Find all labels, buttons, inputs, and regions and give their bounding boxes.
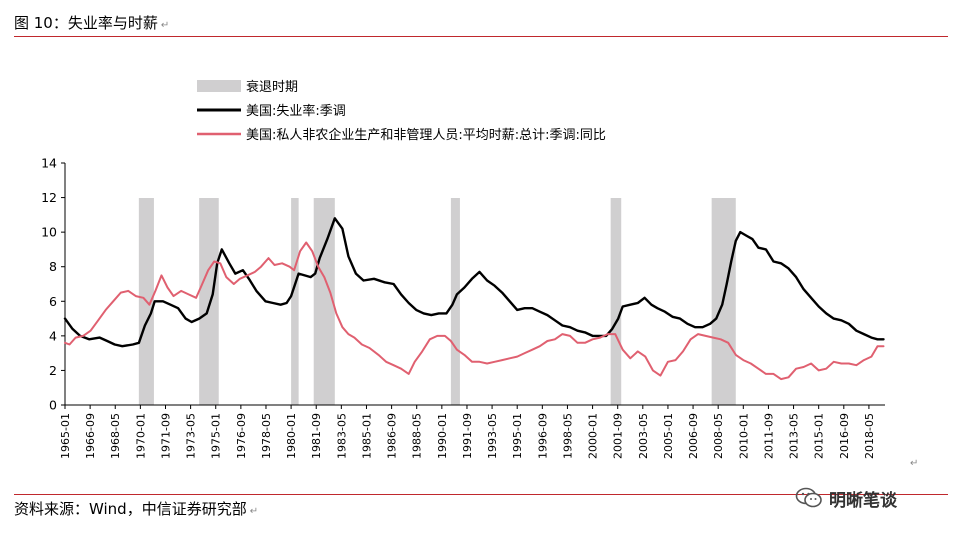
x-tick-label: 1981-09 [310, 413, 323, 459]
x-tick-label: 2013-05 [788, 413, 801, 459]
recession-band [199, 198, 219, 405]
line-chart: 0 2 4 6 8 10 12 14 1965-01 1966-09 1968-05 1970-01 1… [41, 79, 885, 459]
x-tick-label: 1973-05 [185, 413, 198, 459]
return-mark-icon: ↵ [160, 20, 170, 31]
x-tick-label: 2008-05 [712, 413, 725, 459]
figure-title: 图 10：失业率与时薪 ↵ [14, 14, 169, 35]
recession-band [450, 198, 460, 405]
x-tick-label: 1971-09 [159, 413, 172, 459]
x-tick-label: 2000-01 [587, 413, 600, 459]
recession-band [313, 198, 335, 405]
x-tick-label: 2018-05 [863, 413, 876, 459]
legend-label-recession: 衰退时期 [246, 79, 298, 95]
chart-legend: 衰退时期美国:失业率:季调美国:私人非农企业生产和非管理人员:平均时薪:总计:季… [197, 79, 606, 143]
x-tick-label: 1996-09 [536, 413, 549, 459]
x-tick-label: 1993-05 [486, 413, 499, 459]
x-tick-label: 2011-09 [762, 413, 775, 459]
x-tick-label: 1985-01 [360, 413, 373, 459]
y-tick-label: 6 [49, 294, 57, 309]
x-tick-label: 2001-09 [612, 413, 625, 459]
x-tick-label: 2003-05 [637, 413, 650, 459]
x-tick-label: 1968-05 [109, 413, 122, 459]
x-tick-label: 1980-01 [285, 413, 298, 459]
legend-label-unemployment: 美国:失业率:季调 [246, 103, 346, 119]
y-tick-label: 8 [49, 259, 57, 274]
x-tick-label: 1976-09 [235, 413, 248, 459]
bottom-divider [14, 494, 948, 495]
y-tick-label: 12 [41, 190, 57, 205]
figure-title-text: 图 10：失业率与时薪 [14, 14, 158, 32]
brand-watermark: 明晰笔谈 [795, 486, 897, 511]
y-tick-label: 2 [49, 363, 57, 378]
x-tick-label: 1966-09 [84, 413, 97, 459]
source-note: 资料来源：Wind，中信证券研究部 ↵ [14, 500, 258, 521]
recession-band [610, 198, 622, 405]
y-tick-label: 14 [41, 156, 57, 171]
y-tick-label: 0 [49, 398, 57, 413]
x-tick-label: 1970-01 [134, 413, 147, 459]
x-tick-label: 2010-01 [737, 413, 750, 459]
brand-name: 明晰笔谈 [829, 490, 897, 511]
y-tick-label: 10 [41, 225, 57, 240]
x-tick-label: 1990-01 [436, 413, 449, 459]
legend-swatch-recession [197, 80, 241, 92]
unemployment-line [63, 217, 885, 348]
x-tick-label: 1991-09 [461, 413, 474, 459]
x-tick-label: 1983-05 [335, 413, 348, 459]
recession-bands [138, 198, 736, 405]
chart-axes: 0 2 4 6 8 10 12 14 1965-01 1966-09 1968-05 1970-01 1… [41, 156, 885, 459]
x-tick-label: 2005-01 [662, 413, 675, 459]
wechat-icon [795, 487, 822, 508]
chart-series [63, 217, 885, 381]
legend-label-wage: 美国:私人非农企业生产和非管理人员:平均时薪:总计:季调:同比 [246, 127, 606, 143]
top-divider [14, 36, 948, 37]
x-tick-label: 2015-01 [813, 413, 826, 459]
source-text: 资料来源：Wind，中信证券研究部 [14, 500, 247, 518]
return-mark-icon: ↵ [249, 506, 259, 517]
x-tick-label: 1965-01 [59, 413, 72, 459]
x-tick-label: 1978-05 [260, 413, 273, 459]
recession-band [291, 198, 299, 405]
x-tick-label: 1995-01 [511, 413, 524, 459]
x-tick-label: 1986-09 [386, 413, 399, 459]
x-tick-label: 2016-09 [838, 413, 851, 459]
y-tick-label: 4 [49, 328, 57, 343]
x-tick-label: 1975-01 [210, 413, 223, 459]
x-tick-label: 1988-05 [411, 413, 424, 459]
x-tick-label: 2006-09 [687, 413, 700, 459]
wage-growth-line [64, 241, 885, 381]
return-mark-icon: ↵ [910, 458, 919, 469]
x-tick-label: 1998-05 [561, 413, 574, 459]
